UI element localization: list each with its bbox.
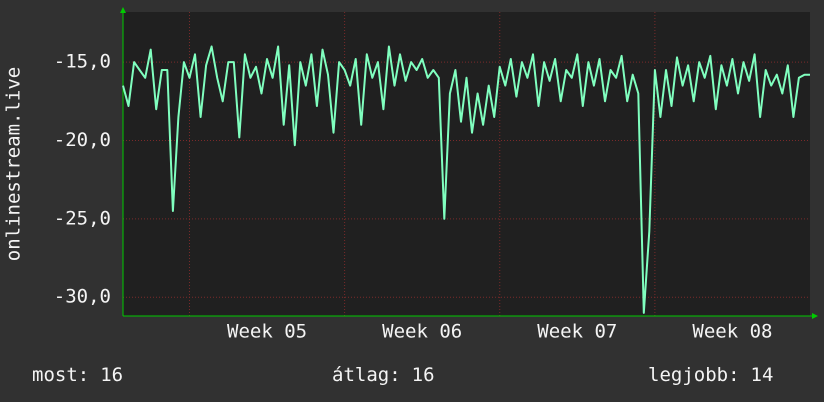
axis-arrow — [812, 313, 818, 319]
y-tick-label: -15,0 — [54, 51, 111, 73]
y-tick-label: -20,0 — [54, 129, 111, 151]
plot-area — [123, 12, 810, 316]
stat: legjobb: 14 — [648, 364, 773, 386]
stat-value: 16 — [412, 364, 435, 386]
x-tick-label: Week 06 — [382, 321, 462, 343]
stat-label: legjobb: — [648, 364, 740, 386]
y-tick-label: -30,0 — [54, 286, 111, 308]
stat-label: most: — [32, 364, 89, 386]
x-tick-label: Week 08 — [692, 321, 772, 343]
x-tick-label: Week 05 — [227, 321, 307, 343]
stat-value: 14 — [751, 364, 774, 386]
y-axis-label: onlinestream.live — [3, 67, 25, 261]
y-tick-label: -25,0 — [54, 207, 111, 229]
x-tick-label: Week 07 — [537, 321, 617, 343]
stat-label: átlag: — [332, 364, 401, 386]
stat: most: 16 — [32, 364, 123, 386]
stat: átlag: 16 — [332, 364, 435, 386]
line-series — [122, 45, 810, 314]
stat-value: 16 — [100, 364, 123, 386]
